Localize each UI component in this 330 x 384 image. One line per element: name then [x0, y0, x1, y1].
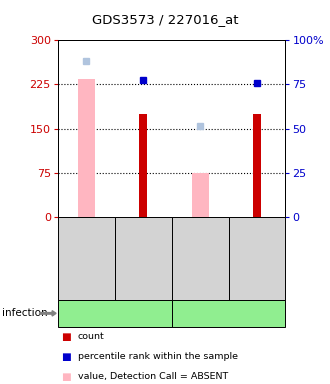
Bar [139, 114, 148, 217]
Text: ■: ■ [61, 352, 71, 362]
Text: count: count [78, 332, 104, 341]
Text: GSM321607: GSM321607 [82, 232, 91, 285]
Text: C. pneumonia: C. pneumonia [79, 308, 151, 318]
Bar [78, 79, 95, 217]
Text: percentile rank within the sample: percentile rank within the sample [78, 352, 238, 361]
Text: infection: infection [2, 308, 47, 318]
Text: GDS3573 / 227016_at: GDS3573 / 227016_at [92, 13, 238, 26]
Bar [191, 173, 209, 217]
Text: control: control [210, 308, 247, 318]
Text: ■: ■ [61, 332, 71, 342]
Text: GSM321608: GSM321608 [139, 232, 148, 285]
Text: ■: ■ [61, 372, 71, 382]
Text: GSM321605: GSM321605 [196, 232, 205, 285]
Text: value, Detection Call = ABSENT: value, Detection Call = ABSENT [78, 372, 228, 381]
Text: GSM321606: GSM321606 [252, 232, 261, 285]
Bar [253, 114, 261, 217]
